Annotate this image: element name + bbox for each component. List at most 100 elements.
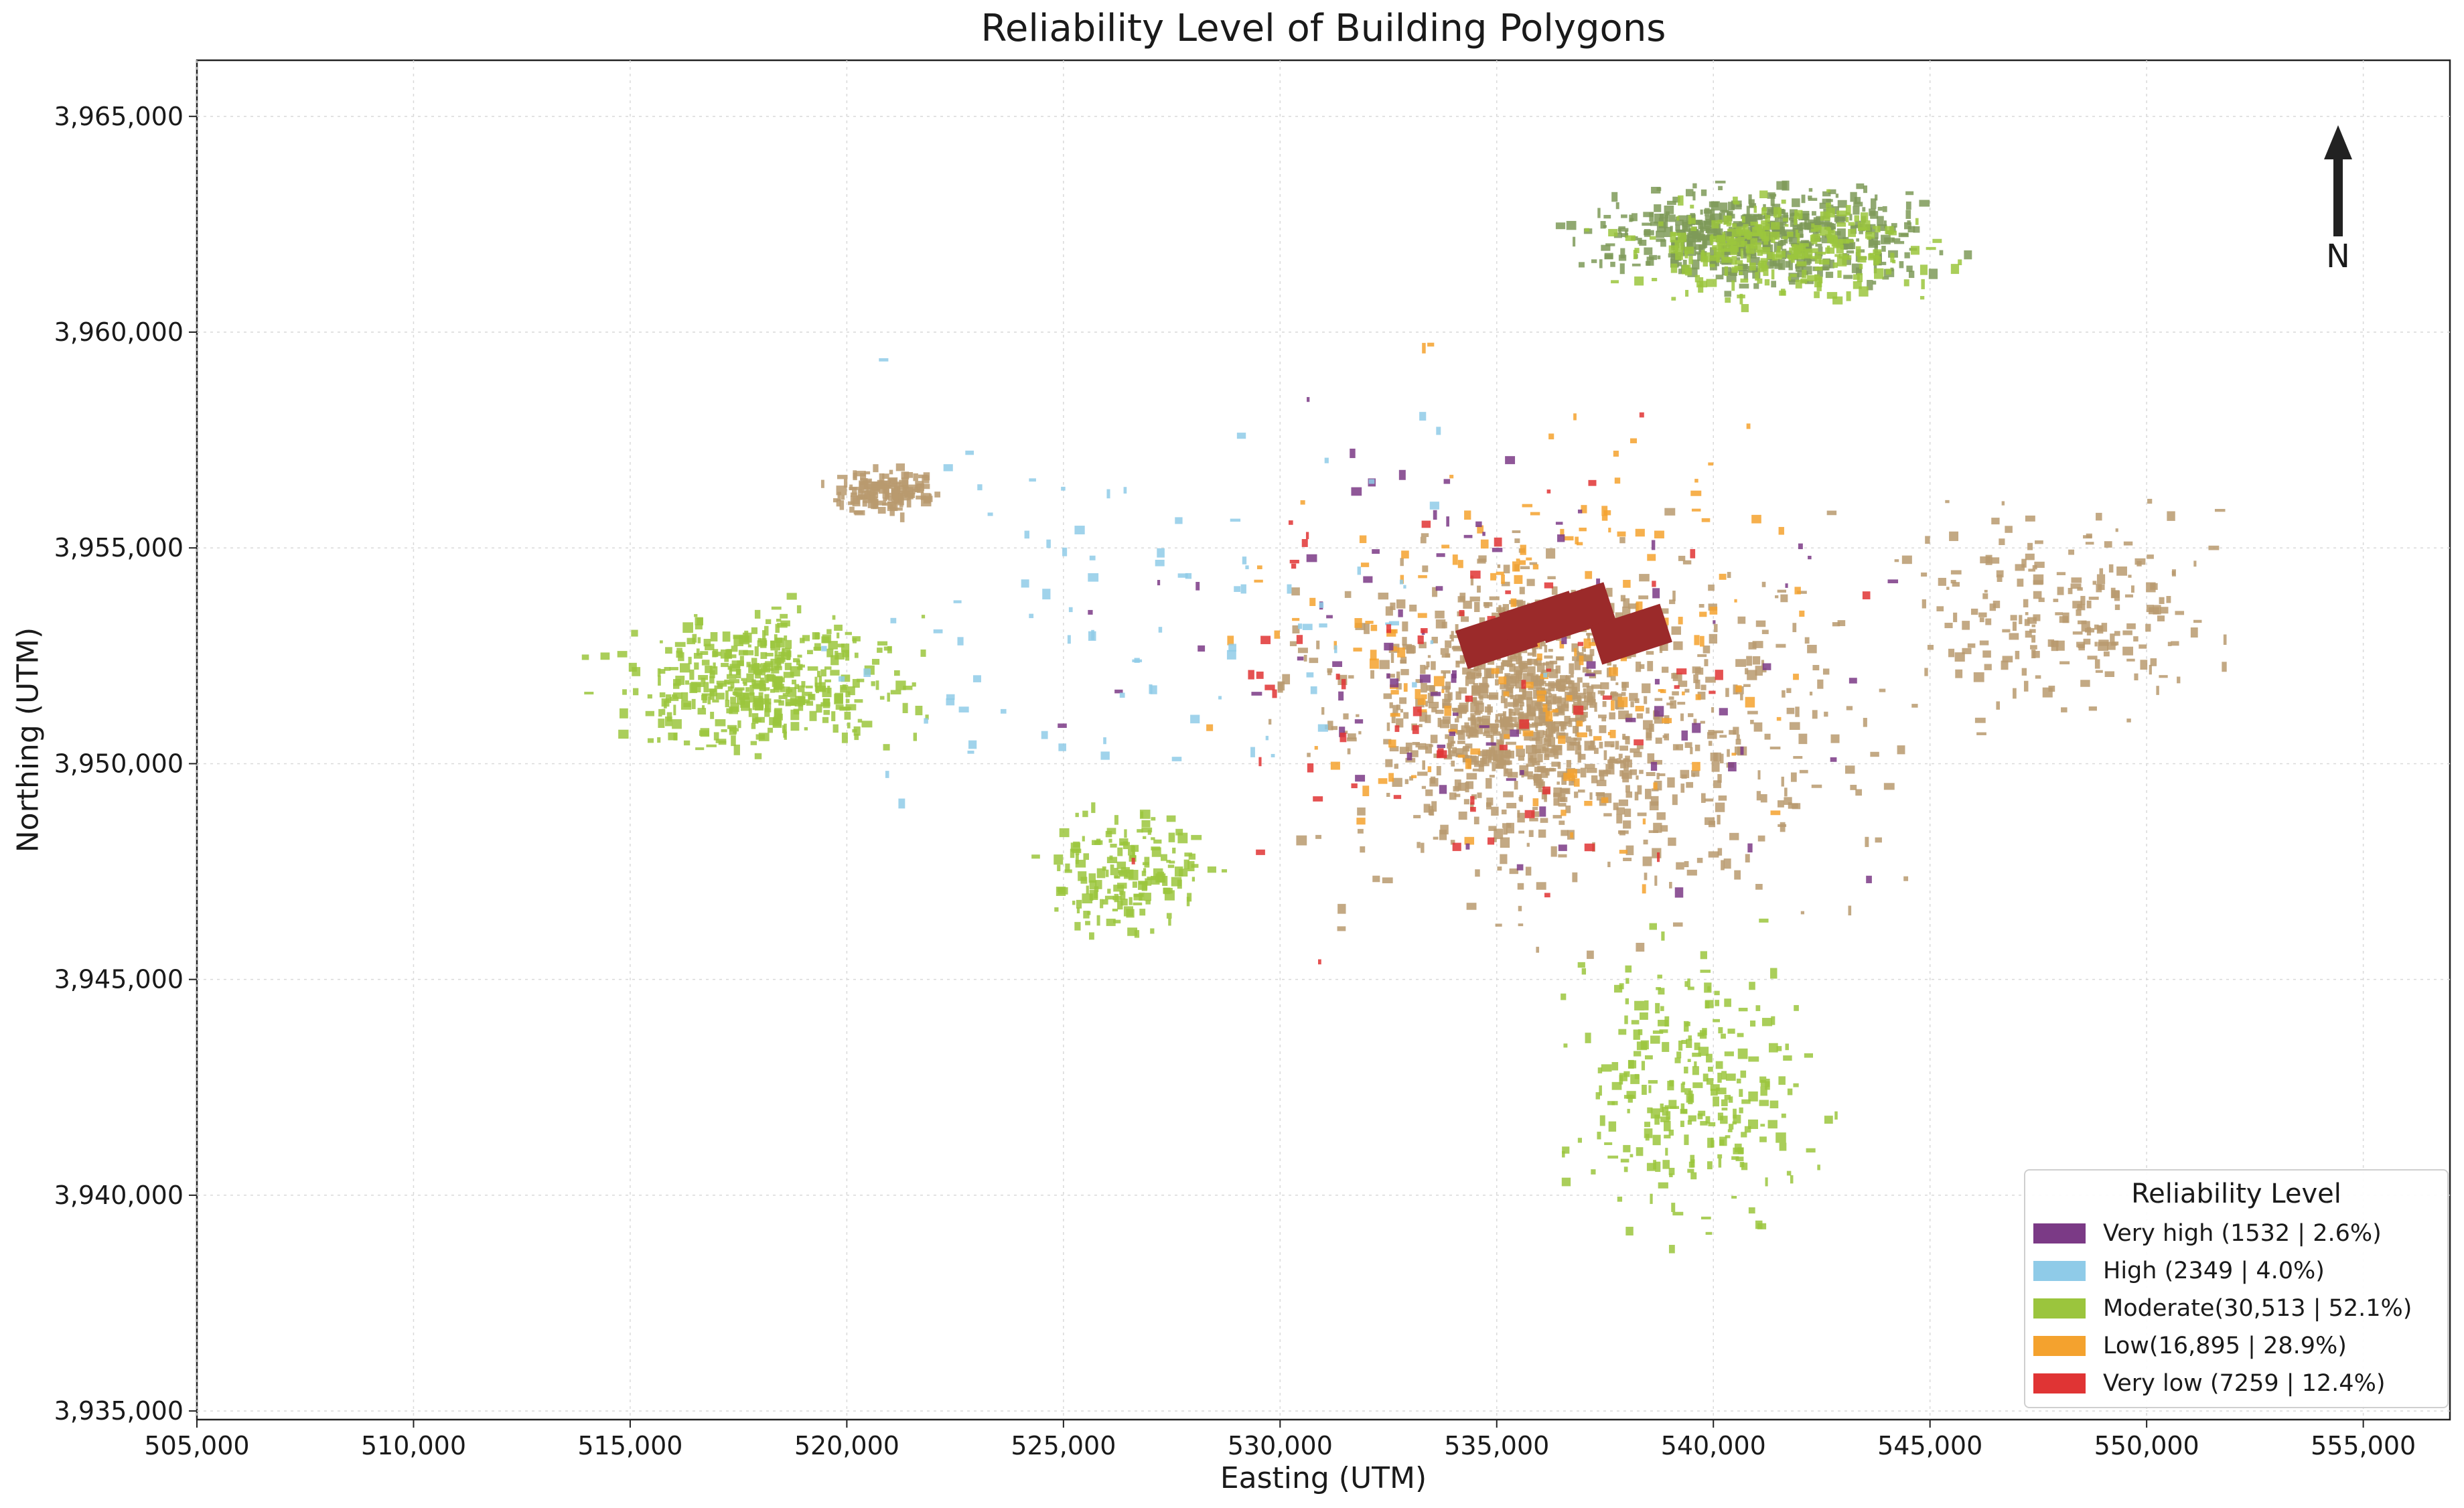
building-polygon — [820, 669, 826, 677]
building-polygon — [1618, 1029, 1627, 1035]
building-polygon — [1289, 559, 1299, 564]
building-polygon — [1744, 232, 1753, 238]
building-polygon — [762, 665, 768, 672]
building-polygon — [1383, 739, 1392, 745]
building-polygon — [1786, 707, 1795, 714]
building-polygon — [1088, 573, 1099, 582]
building-polygon — [1740, 746, 1744, 755]
building-polygon — [1807, 644, 1817, 654]
building-polygon — [1427, 692, 1434, 703]
building-polygon — [1798, 733, 1808, 745]
building-polygon — [1265, 735, 1269, 741]
building-polygon — [2070, 583, 2082, 589]
building-polygon — [741, 678, 747, 681]
building-polygon — [1520, 660, 1528, 669]
building-polygon — [671, 694, 678, 697]
building-polygon — [1741, 1132, 1747, 1138]
building-polygon — [1343, 713, 1349, 720]
building-polygon — [1617, 531, 1626, 537]
building-polygon — [822, 717, 829, 723]
building-polygon — [1804, 217, 1808, 226]
building-polygon — [1486, 802, 1492, 810]
building-polygon — [1788, 259, 1793, 271]
building-polygon — [2027, 617, 2037, 624]
building-polygon — [1739, 1089, 1743, 1098]
building-polygon — [1465, 781, 1469, 793]
building-polygon — [852, 487, 857, 496]
building-polygon — [1070, 848, 1075, 858]
building-polygon — [1759, 1076, 1767, 1083]
building-polygon — [1751, 514, 1761, 524]
building-polygon — [1604, 1142, 1613, 1145]
building-polygon — [1185, 573, 1192, 579]
building-polygon — [1449, 731, 1456, 737]
building-polygon — [1601, 1064, 1612, 1072]
building-polygon — [1854, 215, 1860, 222]
building-polygon — [1828, 189, 1836, 194]
building-polygon — [1390, 653, 1394, 664]
building-polygon — [1234, 586, 1241, 592]
building-polygon — [2126, 719, 2131, 723]
building-polygon — [1300, 500, 1305, 505]
building-polygon — [899, 512, 905, 522]
building-polygon — [1639, 412, 1644, 418]
building-polygon — [1953, 612, 1958, 623]
building-polygon — [1581, 646, 1586, 652]
building-polygon — [1480, 539, 1489, 549]
building-polygon — [1277, 682, 1283, 693]
building-polygon — [1415, 743, 1427, 748]
building-polygon — [2110, 643, 2117, 646]
building-polygon — [1433, 836, 1439, 840]
building-polygon — [1024, 530, 1029, 539]
building-polygon — [683, 740, 691, 746]
building-polygon — [1872, 281, 1877, 285]
legend-label: Low(16,895 | 28.9%) — [2103, 1333, 2347, 1359]
building-polygon — [1812, 710, 1818, 719]
building-polygon — [1392, 704, 1398, 716]
building-polygon — [1158, 627, 1163, 633]
building-polygon — [845, 698, 850, 703]
building-polygon — [1621, 682, 1627, 691]
building-polygon — [1776, 246, 1782, 251]
building-polygon — [1464, 510, 1471, 520]
building-polygon — [1365, 621, 1374, 624]
building-polygon — [864, 471, 871, 475]
building-polygon — [1755, 883, 1763, 890]
building-polygon — [1545, 702, 1552, 710]
building-polygon — [1520, 769, 1524, 775]
building-polygon — [912, 488, 916, 495]
building-polygon — [1662, 718, 1672, 723]
building-polygon — [1608, 528, 1611, 533]
building-polygon — [1609, 603, 1615, 613]
building-polygon — [700, 728, 710, 737]
building-polygon — [1354, 618, 1362, 628]
building-polygon — [1388, 773, 1394, 782]
building-polygon — [748, 664, 755, 673]
building-polygon — [1458, 811, 1467, 820]
building-polygon — [1748, 1207, 1755, 1214]
building-polygon — [1467, 735, 1471, 739]
building-polygon — [1700, 684, 1707, 690]
building-polygon — [1669, 1106, 1679, 1110]
building-polygon — [1445, 687, 1450, 693]
building-polygon — [1560, 798, 1565, 802]
building-polygon — [1576, 692, 1587, 699]
building-polygon — [1444, 693, 1451, 703]
building-polygon — [1495, 679, 1499, 686]
building-polygon — [1828, 238, 1834, 242]
building-polygon — [2015, 650, 2020, 660]
building-polygon — [2140, 660, 2148, 670]
building-polygon — [1565, 676, 1570, 680]
building-polygon — [870, 494, 874, 500]
building-polygon — [1561, 721, 1567, 730]
building-polygon — [1729, 832, 1739, 840]
building-polygon — [1112, 919, 1121, 923]
building-polygon — [987, 512, 993, 516]
building-polygon — [1065, 863, 1070, 872]
building-polygon — [1062, 547, 1068, 556]
building-polygon — [888, 496, 893, 502]
building-polygon — [1633, 751, 1642, 757]
building-polygon — [1687, 986, 1694, 990]
building-polygon — [1378, 593, 1389, 600]
building-polygon — [1611, 280, 1619, 284]
